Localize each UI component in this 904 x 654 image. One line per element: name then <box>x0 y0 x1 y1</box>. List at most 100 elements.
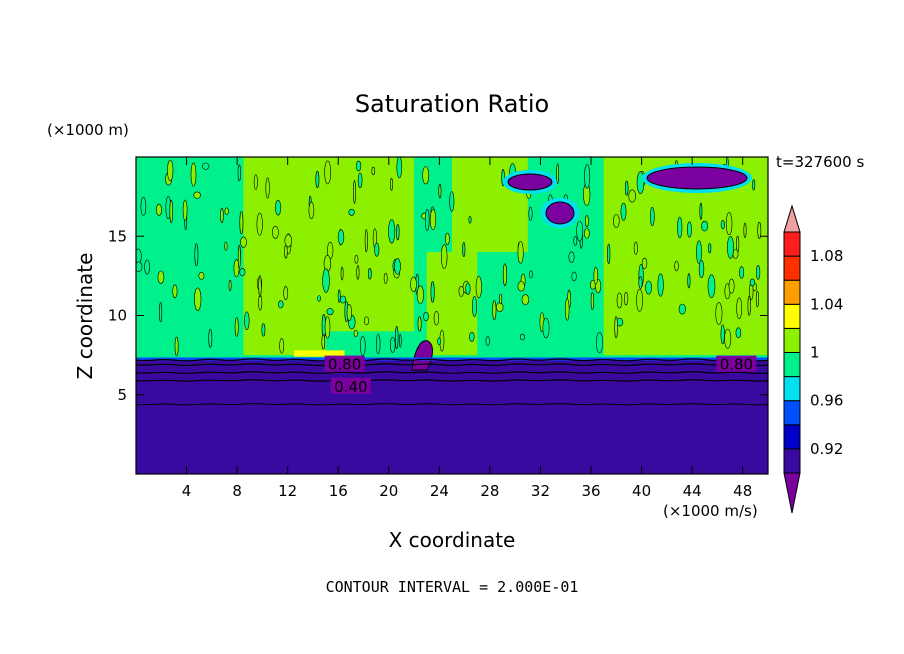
colorbar-segment <box>783 231 801 257</box>
contour-line-020 <box>136 403 768 406</box>
cloud-speck <box>410 276 417 292</box>
colorbar-upper-arrow <box>783 204 801 233</box>
cloud-speck <box>167 159 174 182</box>
cloud-speck <box>182 199 188 222</box>
cloud-speck <box>198 271 205 280</box>
x-tick-label: 48 <box>733 482 752 500</box>
cloud-speck <box>376 334 381 355</box>
y-axis: 5 10 15 <box>108 227 768 404</box>
colorbar-segment <box>783 279 801 305</box>
cloud-speck <box>353 180 356 204</box>
cloud-speck <box>564 298 570 321</box>
cloud-speck <box>725 212 733 236</box>
cloud-speck <box>674 260 679 272</box>
cloud-speck <box>220 207 224 224</box>
contour-interval-footer: CONTOUR INTERVAL = 2.000E-01 <box>326 578 579 596</box>
cloud-speck <box>340 266 344 281</box>
cloud-speck <box>258 294 263 311</box>
y-unit-label: (×1000 m) <box>47 121 129 139</box>
cloud-speck <box>395 325 399 350</box>
cloud-speck <box>321 334 326 350</box>
cloud-speck <box>326 308 334 316</box>
cloud-speck <box>284 234 293 248</box>
cloud-speck <box>353 329 358 338</box>
cloud-speck <box>315 170 320 189</box>
cloud-speck <box>423 311 429 322</box>
colorbar-segment <box>783 303 801 329</box>
cloud-speck <box>234 317 239 337</box>
cloud-speck <box>499 293 503 305</box>
cloud-speck <box>430 281 435 303</box>
cloud-speck <box>699 202 703 220</box>
cloud-speck <box>278 300 284 309</box>
cloud-speck <box>429 209 437 231</box>
cloud-speck <box>657 273 664 297</box>
cloud-speck <box>417 316 422 332</box>
cloud-speck <box>258 275 262 298</box>
colorbar-tick-label: 0.92 <box>810 440 843 458</box>
plot-area: 0.80 0.40 0.80 <box>136 157 768 474</box>
x-tick-label: 8 <box>232 482 242 500</box>
contour-label: 0.80 <box>720 356 753 374</box>
cloud-speck <box>623 291 629 306</box>
cloud-speck <box>735 327 742 339</box>
cloud-speck <box>193 191 201 199</box>
cloud-speck <box>367 267 372 280</box>
x-tick-label: 24 <box>430 482 449 500</box>
cloud-speck <box>726 236 734 259</box>
y-tick-label: 5 <box>117 386 127 404</box>
cloud-speck <box>284 244 288 259</box>
cloud-speck <box>720 219 726 230</box>
cloud-speck <box>571 271 577 282</box>
cloud-speck <box>687 221 692 238</box>
cloud-speck <box>529 270 533 279</box>
cloud-speck <box>159 302 163 323</box>
cloud-speck <box>433 311 440 326</box>
cloud-speck <box>521 294 530 306</box>
cloud-speck <box>492 300 497 321</box>
cloud-speck <box>638 276 643 289</box>
cloud-speck <box>556 163 559 185</box>
x-tick-label: 20 <box>379 482 398 500</box>
cloud-speck <box>140 196 147 216</box>
cloud-speck <box>747 295 751 316</box>
cloud-speck <box>573 235 578 246</box>
cloud-speck <box>356 160 362 172</box>
contour-line-040 <box>136 379 768 382</box>
cloud-speck <box>437 337 442 345</box>
x-unit-label: (×1000 m/s) <box>663 502 758 520</box>
cloud-speck <box>172 284 178 299</box>
cloud-speck <box>240 236 247 248</box>
cloud-speck <box>542 317 550 339</box>
cloud-speck <box>462 242 466 258</box>
cloud-speck <box>383 272 388 284</box>
contour-label: 0.40 <box>334 378 367 396</box>
cloud-speck <box>346 303 352 321</box>
cloud-speck <box>308 201 315 219</box>
dry-patch <box>507 173 553 191</box>
cloud-speck <box>265 177 270 199</box>
colorbar-lower-arrow <box>783 472 801 514</box>
cloud-speck <box>156 203 163 216</box>
cloud-speck <box>279 338 285 354</box>
cloud-speck <box>496 302 504 313</box>
cloud-speck <box>468 216 472 224</box>
cloud-speck <box>208 328 213 348</box>
cloud-speck <box>568 251 575 263</box>
cloud-speck <box>590 292 595 310</box>
cloud-speck <box>528 206 533 221</box>
field-region <box>452 157 528 253</box>
x-tick-label: 36 <box>581 482 600 500</box>
cloud-speck <box>363 316 370 326</box>
x-tick-label: 44 <box>683 482 702 500</box>
contour-line-1 <box>136 358 768 362</box>
cloud-speck <box>519 333 525 341</box>
y-tick-label: 15 <box>108 227 127 245</box>
cloud-speck <box>348 208 355 216</box>
cloud-speck <box>707 274 716 299</box>
cloud-speck <box>416 285 425 304</box>
cloud-speck <box>584 164 591 189</box>
cloud-speck <box>441 244 448 269</box>
moisture-gradient-band <box>136 357 768 361</box>
